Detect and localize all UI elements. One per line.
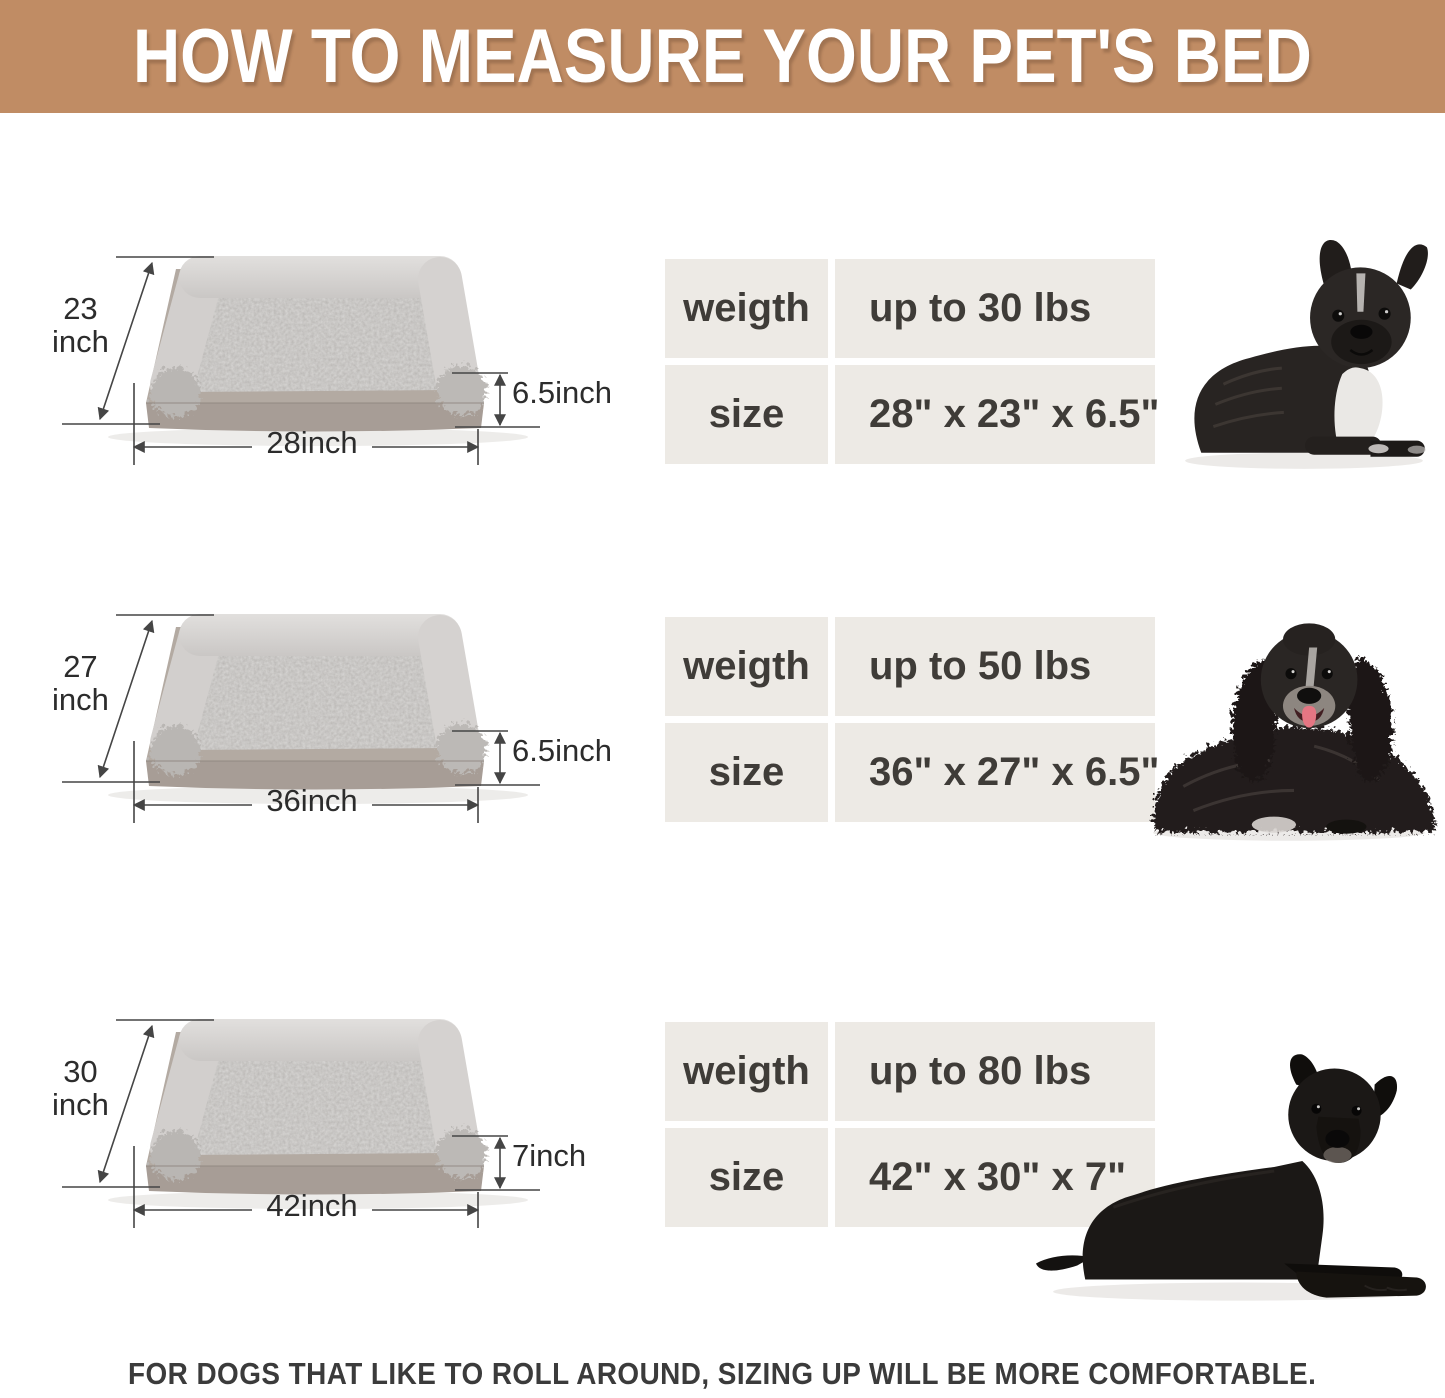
bed-illustration-medium: 27 inch 6.5inch 36inch — [0, 585, 640, 835]
black-labrador-illustration — [1034, 1052, 1428, 1303]
width-dimension-label: 28inch — [266, 425, 358, 460]
footer-note-bar: FOR DOGS THAT LIKE TO ROLL AROUND, SIZIN… — [0, 1356, 1445, 1392]
french-bulldog-illustration — [1183, 238, 1430, 471]
size-label-cell: size — [665, 365, 828, 464]
size-value-cell: 28" x 23" x 6.5" — [835, 365, 1159, 464]
width-dimension-label: 42inch — [266, 1188, 358, 1223]
cocker-spaniel-illustration — [1133, 595, 1445, 847]
weight-label-cell: weigth — [665, 617, 828, 716]
sizing-advice-note: FOR DOGS THAT LIKE TO ROLL AROUND, SIZIN… — [128, 1356, 1317, 1391]
spec-table: weigth up to 50 lbs size 36" x 27" x 6.5… — [665, 617, 1159, 822]
size-value-cell: 36" x 27" x 6.5" — [835, 723, 1159, 822]
size-row-small: 23 inch 6.5inch 28inch weigth up to 30 l… — [0, 227, 1445, 572]
weight-label-cell: weigth — [665, 259, 828, 358]
spec-table: weigth up to 30 lbs size 28" x 23" x 6.5… — [665, 259, 1159, 464]
size-label-cell: size — [665, 723, 828, 822]
weight-value-cell: up to 50 lbs — [835, 617, 1155, 716]
depth-dimension-label: 30 inch — [52, 1054, 109, 1122]
bed-illustration-large: 30 inch 7inch 42inch — [0, 990, 640, 1240]
size-row-medium: 27 inch 6.5inch 36inch weigth up to 50 l… — [0, 585, 1445, 930]
depth-dimension-label: 27 inch — [52, 649, 109, 717]
dog-image-cocker-spaniel — [1133, 595, 1445, 847]
page-title: HOW TO MEASURE YOUR PET'S BED — [133, 14, 1312, 99]
weight-value-cell: up to 80 lbs — [835, 1022, 1155, 1121]
spec-table: weigth up to 80 lbs size 42" x 30" x 7" — [665, 1022, 1155, 1227]
header-banner: HOW TO MEASURE YOUR PET'S BED — [0, 0, 1445, 113]
dog-image-black-labrador — [1033, 1026, 1445, 1308]
size-label-cell: size — [665, 1128, 828, 1227]
size-value-cell: 42" x 30" x 7" — [835, 1128, 1155, 1227]
height-dimension-label: 7inch — [512, 1138, 587, 1173]
size-row-large: 30 inch 7inch 42inch weigth up to 80 lbs… — [0, 990, 1445, 1335]
weight-value-cell: up to 30 lbs — [835, 259, 1155, 358]
dog-image-french-bulldog — [1163, 233, 1445, 475]
bed-illustration-small: 23 inch 6.5inch 28inch — [0, 227, 640, 477]
weight-label-cell: weigth — [665, 1022, 828, 1121]
height-dimension-label: 6.5inch — [512, 375, 612, 410]
height-dimension-label: 6.5inch — [512, 733, 612, 768]
depth-dimension-label: 23 inch — [52, 291, 109, 359]
width-dimension-label: 36inch — [266, 783, 358, 818]
